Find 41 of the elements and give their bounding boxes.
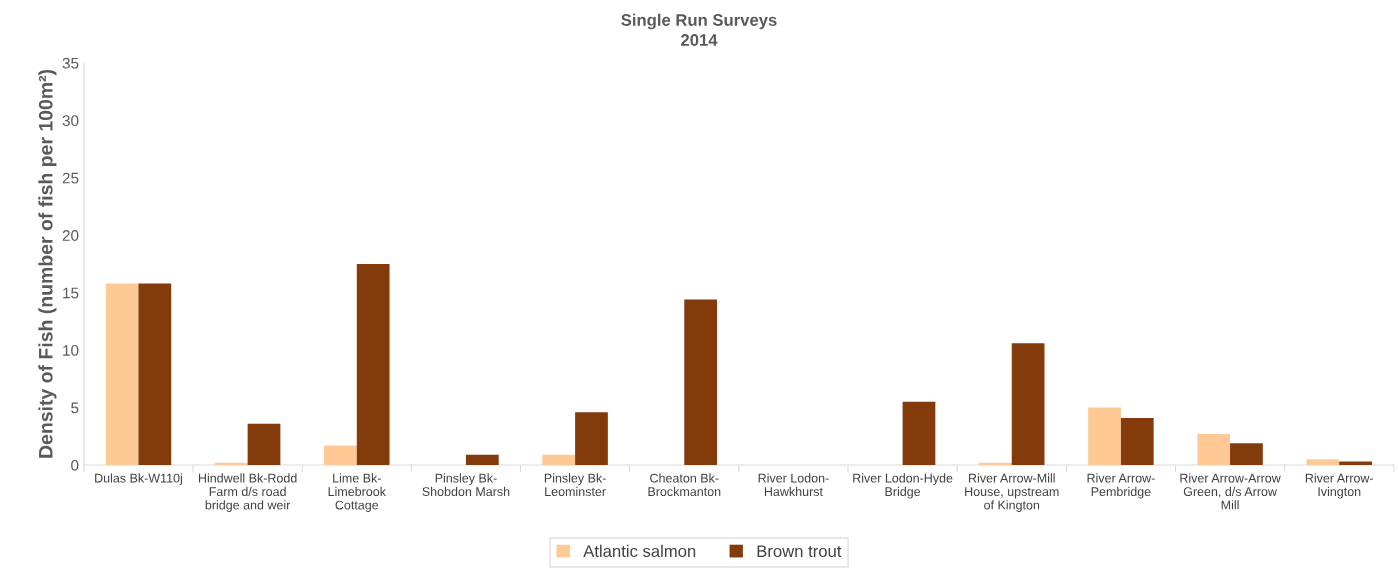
bar (542, 454, 576, 466)
x-tick-label: Dulas Bk-W110j (95, 473, 182, 486)
y-tick-label: 15 (63, 287, 79, 299)
x-tick-label: River Lodon-Hyde Bridge (853, 473, 953, 499)
bar (1011, 343, 1045, 466)
x-tick-label: Pinsley Bk- Shobdon Marsh (422, 473, 510, 497)
chart-title: Single Run Surveys (621, 13, 777, 30)
y-tick-label: 20 (62, 230, 79, 241)
bar (356, 263, 390, 466)
x-tick-label: River Arrow- Pembridge (1087, 473, 1155, 499)
bar (324, 445, 357, 466)
bar (902, 401, 936, 466)
bar (575, 412, 608, 466)
bar (138, 283, 172, 466)
bar (1088, 407, 1121, 466)
x-tick-label: Pinsley Bk- Leominster (544, 473, 606, 497)
x-tick-label: Cheaton Bk- Brockmanton (648, 473, 721, 497)
legend-label: Atlantic salmon (583, 544, 696, 558)
x-tick-label: Hindwell Bk-Rodd Farm d/s road bridge and weir (198, 473, 297, 512)
x-tick-label: River Arrow-Mill House, upstream of Kington (965, 473, 1059, 512)
bar (247, 423, 281, 466)
y-axis-title: Density of Fish (number of fish per 100m²) (38, 69, 57, 458)
y-tick-label: 25 (62, 172, 79, 184)
y-tick-label: 0 (71, 459, 79, 471)
x-tick-label: River Arrow- Ivington (1305, 473, 1374, 499)
bar (105, 283, 139, 466)
chart-subtitle: 2014 (681, 34, 718, 46)
y-tick-label: 10 (63, 345, 79, 356)
bar (684, 299, 718, 466)
bar (1230, 443, 1263, 466)
x-tick-label: River Lodon- Hawkhurst (758, 473, 829, 497)
bar (1197, 434, 1231, 466)
x-tick-label: River Arrow-Arrow Green, d/s Arrow Mill (1180, 473, 1281, 510)
bar (1120, 417, 1154, 466)
y-tick-label: 5 (71, 402, 79, 414)
legend-label: Brown trout (757, 545, 842, 558)
y-tick-label: 30 (62, 115, 79, 127)
bar (465, 454, 499, 466)
x-tick-label: Lime Bk- Limebrook Cottage (328, 473, 386, 512)
y-tick-label: 35 (62, 57, 79, 69)
bar (1306, 459, 1340, 466)
